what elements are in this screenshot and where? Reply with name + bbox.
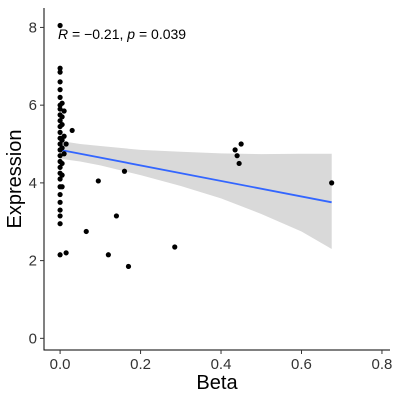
- data-point: [59, 160, 65, 167]
- x-tick-label: 0.4: [211, 356, 232, 373]
- data-point: [57, 252, 63, 258]
- y-tick-label: 0: [29, 330, 37, 347]
- p-value: = 0.039: [135, 26, 186, 42]
- data-point: [57, 207, 63, 213]
- data-point: [83, 228, 89, 235]
- data-point: [57, 153, 63, 159]
- data-point: [61, 108, 67, 114]
- data-point: [63, 250, 69, 256]
- data-point: [238, 141, 244, 147]
- data-point: [57, 141, 63, 147]
- r-symbol: R: [58, 26, 68, 42]
- data-point: [59, 114, 65, 120]
- data-point: [57, 94, 63, 100]
- regression-line: [59, 148, 332, 204]
- data-point: [59, 172, 65, 178]
- y-tick-label: 2: [29, 253, 37, 270]
- y-tick-label: 8: [29, 19, 37, 36]
- data-point: [69, 127, 75, 134]
- data-point: [232, 147, 238, 153]
- fit-line-layer: [59, 148, 332, 204]
- data-point: [234, 153, 240, 159]
- data-point: [125, 263, 132, 270]
- x-tick-label: 0.6: [291, 356, 312, 373]
- data-point: [63, 141, 69, 147]
- data-point: [59, 100, 65, 106]
- data-point: [57, 213, 63, 219]
- data-point: [57, 87, 63, 93]
- y-tick-label: 6: [29, 97, 37, 114]
- data-point: [57, 69, 63, 75]
- data-point: [57, 221, 63, 227]
- data-point: [59, 184, 65, 190]
- p-symbol: p: [126, 26, 135, 42]
- x-tick-label: 0.2: [130, 356, 151, 373]
- x-tick-label: 0.0: [50, 356, 71, 373]
- data-point: [57, 191, 63, 198]
- data-point: [57, 118, 63, 124]
- y-tick-label: 4: [29, 175, 37, 192]
- data-point: [59, 145, 65, 151]
- data-point: [95, 178, 101, 184]
- data-point: [57, 176, 63, 182]
- points-layer: [57, 22, 335, 270]
- correlation-annotation: R = −0.21, p = 0.039: [58, 26, 186, 42]
- data-point: [57, 164, 63, 170]
- data-point: [59, 121, 65, 128]
- data-point: [57, 22, 63, 29]
- data-point: [113, 213, 120, 219]
- data-point: [329, 180, 335, 186]
- confidence-band-layer: [60, 140, 332, 249]
- data-point: [59, 137, 65, 143]
- confidence-band: [60, 140, 332, 249]
- data-point: [57, 129, 63, 135]
- data-point: [57, 106, 63, 112]
- data-point: [121, 168, 128, 174]
- data-point: [61, 151, 67, 157]
- data-point: [61, 133, 67, 139]
- data-point: [105, 252, 111, 258]
- y-axis-title: Expression: [4, 130, 26, 229]
- data-point: [57, 79, 63, 85]
- axes-layer: 0.0 0.2 0.4 0.6 0.8 0 2 4 6 8: [29, 8, 393, 373]
- r-value: = −0.21,: [68, 26, 127, 42]
- data-point: [236, 160, 242, 167]
- x-axis-title: Beta: [196, 372, 238, 394]
- data-point: [57, 65, 63, 71]
- data-point: [172, 244, 178, 250]
- x-tick-label: 0.8: [372, 356, 393, 373]
- data-point: [57, 199, 63, 205]
